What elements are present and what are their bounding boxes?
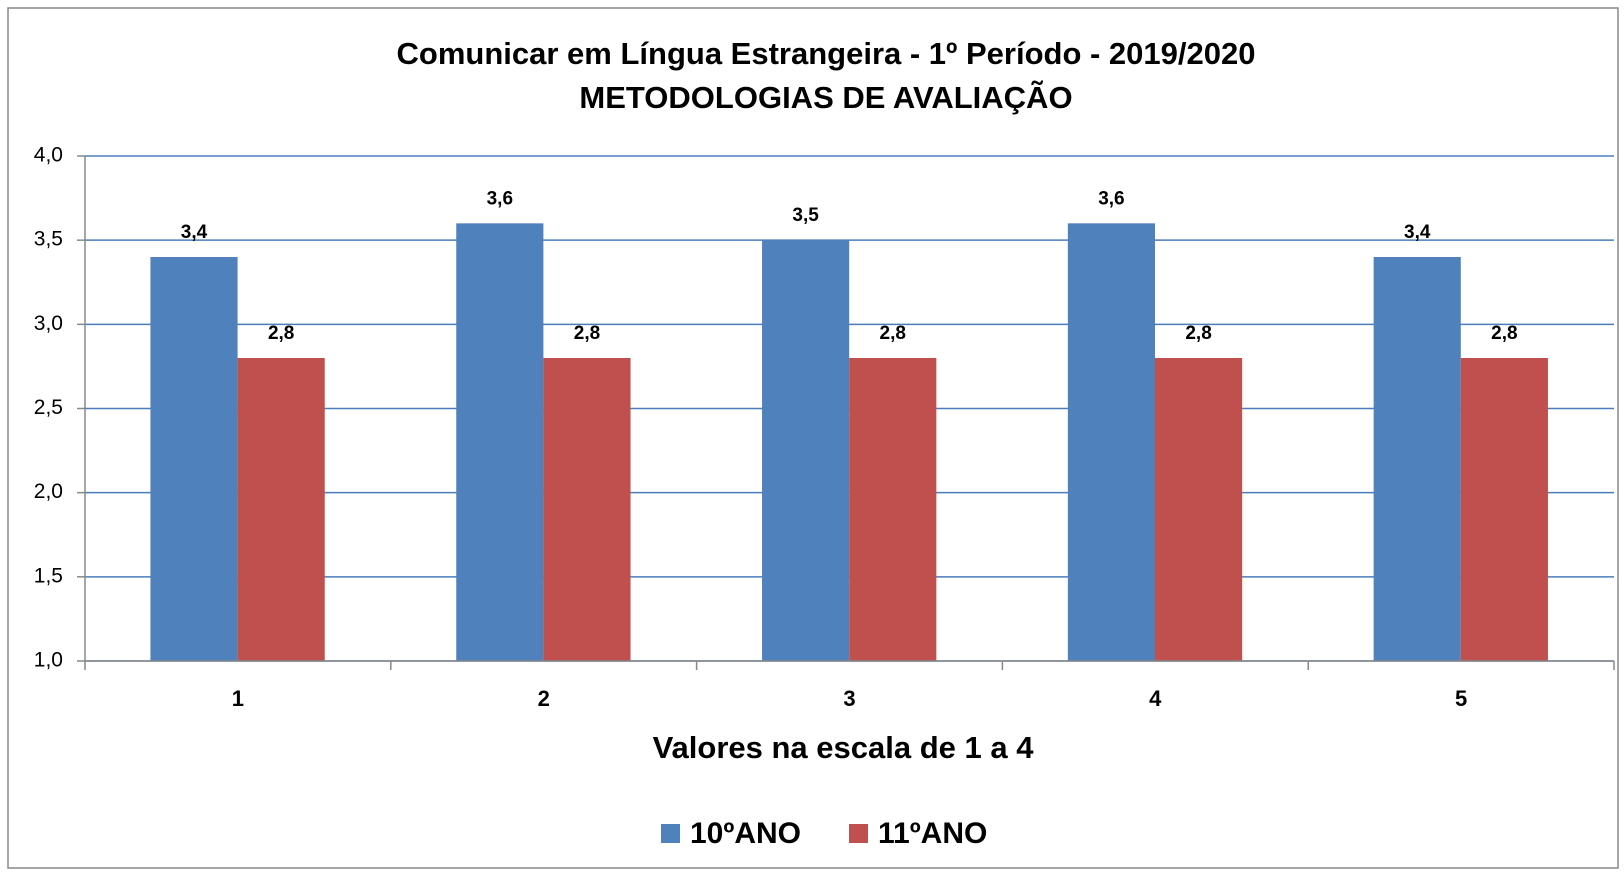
legend-label: 10ºANO [690, 817, 801, 850]
y-tick-label: 3,5 [34, 228, 63, 251]
chart-title: Comunicar em Língua Estrangeira - 1º Per… [397, 36, 1256, 71]
data-label: 2,8 [1185, 323, 1211, 344]
x-tick-label: 3 [843, 686, 855, 711]
bar [456, 223, 544, 662]
legend-swatch [849, 824, 868, 843]
y-tick-label: 1,0 [34, 649, 63, 672]
bar [1460, 358, 1548, 661]
chart-subtitle: METODOLOGIAS DE AVALIAÇÃO [579, 80, 1072, 115]
legend-label: 11ºANO [878, 817, 987, 850]
data-label: 2,8 [574, 323, 600, 344]
x-tick-label: 1 [232, 686, 244, 711]
y-tick-label: 4,0 [34, 144, 63, 167]
bar [237, 358, 325, 661]
data-label: 3,5 [792, 205, 819, 226]
x-tick-label: 2 [538, 686, 550, 711]
y-tick-label: 3,0 [34, 312, 63, 335]
x-tick-label: 4 [1149, 686, 1162, 711]
data-label: 3,4 [1404, 222, 1431, 243]
data-label: 3,6 [487, 188, 513, 209]
data-label: 2,8 [880, 323, 906, 344]
y-tick-label: 2,0 [34, 480, 63, 503]
x-tick-label: 5 [1455, 686, 1467, 711]
x-axis-label: Valores na escala de 1 a 4 [653, 730, 1035, 765]
bar [1067, 223, 1155, 662]
legend-swatch [661, 824, 680, 843]
y-tick-label: 1,5 [34, 564, 63, 587]
data-label: 3,4 [181, 222, 208, 243]
y-tick-label: 2,5 [34, 396, 63, 419]
bar [849, 358, 937, 661]
data-label: 2,8 [1491, 323, 1517, 344]
bar [1154, 358, 1243, 661]
data-label: 3,6 [1098, 188, 1124, 209]
bar [543, 358, 631, 661]
data-label: 2,8 [268, 323, 294, 344]
bar [150, 257, 238, 661]
bar [762, 240, 850, 661]
bar [1373, 257, 1461, 661]
